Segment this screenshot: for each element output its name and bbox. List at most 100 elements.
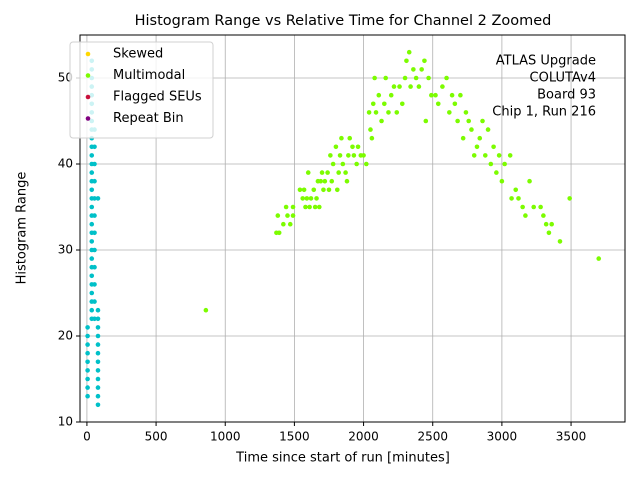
point: [92, 299, 97, 304]
point: [89, 187, 95, 193]
point: [283, 204, 289, 210]
point: [85, 385, 90, 390]
x-tick-label: 2500: [417, 430, 448, 444]
point: [416, 84, 422, 89]
point: [354, 161, 359, 167]
point: [433, 92, 438, 98]
point: [89, 307, 95, 313]
legend-marker: [85, 116, 91, 121]
point: [543, 221, 549, 227]
legend-marker: [85, 94, 91, 100]
point: [344, 178, 350, 184]
x-axis-label: Time since start of run [minutes]: [235, 451, 450, 466]
y-tick-label: 10: [58, 415, 73, 429]
point: [502, 161, 507, 167]
point: [382, 101, 387, 107]
point: [411, 67, 416, 72]
x-tick-label: 3500: [556, 430, 587, 444]
point: [89, 256, 95, 261]
point: [326, 187, 332, 193]
point: [89, 239, 95, 244]
point: [336, 170, 341, 175]
point: [546, 230, 552, 236]
point: [95, 385, 101, 390]
point: [491, 144, 496, 150]
legend-label: Flagged SEUs: [113, 90, 202, 105]
point: [391, 84, 397, 89]
point: [370, 101, 376, 107]
point: [95, 333, 101, 339]
point: [422, 58, 427, 64]
point: [300, 196, 306, 201]
point: [460, 135, 466, 141]
point: [92, 230, 97, 236]
point: [303, 204, 308, 210]
annotation: COLUTAv4: [530, 71, 596, 86]
point: [364, 161, 369, 167]
point: [92, 247, 97, 253]
point: [435, 101, 441, 107]
point: [290, 213, 296, 218]
point: [322, 178, 328, 184]
point: [444, 75, 449, 81]
point: [281, 221, 286, 227]
point: [297, 187, 303, 193]
point: [285, 213, 290, 218]
point: [321, 187, 326, 193]
point: [507, 153, 513, 158]
point: [499, 178, 505, 184]
point: [95, 393, 101, 399]
point: [394, 110, 400, 115]
point: [347, 135, 353, 141]
point: [325, 170, 330, 175]
point: [95, 307, 101, 313]
point: [458, 92, 463, 98]
point: [95, 376, 101, 382]
point: [373, 110, 379, 115]
point: [89, 170, 95, 175]
point: [474, 144, 480, 150]
point: [408, 84, 413, 89]
point: [317, 204, 322, 210]
point: [85, 325, 90, 330]
point: [92, 213, 97, 218]
point: [305, 170, 311, 175]
point: [509, 196, 514, 201]
legend-marker: [85, 51, 91, 57]
point: [85, 350, 90, 356]
x-tick-label: 1500: [279, 430, 310, 444]
point: [92, 144, 97, 150]
point: [307, 204, 312, 210]
point: [95, 359, 101, 365]
point: [423, 118, 429, 124]
point: [404, 58, 409, 64]
point: [85, 333, 90, 339]
point: [549, 221, 554, 227]
point: [494, 170, 499, 175]
point: [350, 144, 355, 150]
point: [95, 325, 101, 330]
point: [361, 153, 366, 158]
point: [92, 282, 97, 287]
point: [311, 187, 317, 193]
point: [452, 101, 458, 107]
point: [567, 196, 572, 201]
x-tick-label: 1000: [210, 430, 241, 444]
point: [319, 170, 325, 175]
point: [477, 135, 483, 141]
point: [89, 153, 95, 158]
point: [388, 92, 394, 98]
point: [369, 135, 375, 141]
x-tick-label: 500: [145, 430, 168, 444]
point: [95, 350, 101, 356]
point: [95, 316, 101, 322]
point: [203, 307, 209, 313]
point: [276, 230, 282, 236]
point: [92, 264, 97, 270]
point: [92, 316, 97, 322]
point: [89, 273, 95, 279]
point: [488, 161, 494, 167]
point: [523, 213, 528, 218]
